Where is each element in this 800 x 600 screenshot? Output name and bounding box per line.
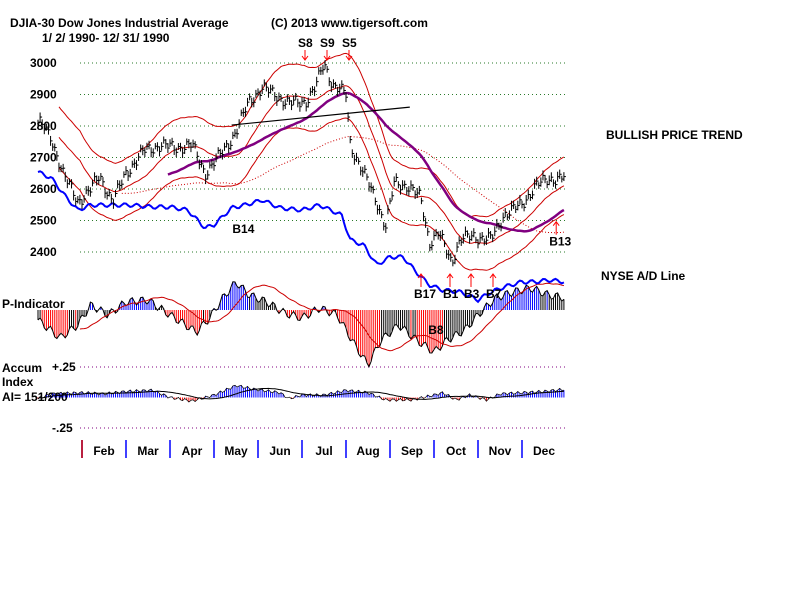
p-indicator-label: P-Indicator bbox=[2, 297, 65, 311]
month-label: Sep bbox=[401, 444, 423, 458]
signals: S5 S9 S8 B14 B13 B17 B1 B3 B7 B8 bbox=[232, 36, 571, 337]
signal-label: S9 bbox=[320, 36, 335, 50]
grid bbox=[80, 62, 568, 429]
indicator-panels bbox=[37, 281, 565, 403]
y-tick-label: 2400 bbox=[30, 245, 57, 259]
signal-arrowhead-icon bbox=[323, 55, 331, 61]
signal-arrowhead-icon bbox=[446, 273, 454, 279]
signal-arrowhead-icon bbox=[552, 220, 560, 226]
index-label: Index bbox=[2, 375, 34, 389]
signal-arrowhead-icon bbox=[417, 273, 425, 279]
y-tick-label: 2500 bbox=[30, 214, 57, 228]
ma-21 bbox=[58, 85, 565, 245]
month-label: Mar bbox=[137, 444, 159, 458]
y-axis-ticks: 3000 2900 2800 2700 2600 2500 2400 bbox=[30, 56, 57, 259]
p-signal-label: B8 bbox=[428, 323, 444, 337]
signal-arrowhead-icon bbox=[467, 273, 475, 279]
signal-label: B3 bbox=[464, 287, 480, 301]
y-tick-label: 2800 bbox=[30, 119, 57, 133]
month-label: Apr bbox=[182, 444, 203, 458]
date-range: 1/ 2/ 1990- 12/ 31/ 1990 bbox=[42, 31, 170, 45]
accum-ma bbox=[37, 387, 564, 400]
signal-label: B7 bbox=[486, 287, 502, 301]
accum-label: Accum bbox=[2, 361, 42, 375]
signal-arrowhead-icon bbox=[301, 55, 309, 61]
ai-minus-tick: -.25 bbox=[52, 421, 73, 435]
month-label: Jul bbox=[315, 444, 332, 458]
signal-label: S5 bbox=[342, 36, 357, 50]
ma-50 bbox=[167, 91, 565, 233]
trendline bbox=[231, 106, 410, 126]
upper-band bbox=[58, 52, 565, 218]
copyright: (C) 2013 www.tigersoft.com bbox=[271, 16, 428, 30]
month-label: May bbox=[224, 444, 248, 458]
month-label: Nov bbox=[489, 444, 512, 458]
trend-label: BULLISH PRICE TREND bbox=[606, 128, 743, 142]
month-label: Feb bbox=[93, 444, 114, 458]
ad-line-label: NYSE A/D Line bbox=[601, 269, 686, 283]
p-indicator-ma bbox=[79, 282, 564, 352]
y-tick-label: 2900 bbox=[30, 88, 57, 102]
signal-arrowhead-icon bbox=[489, 273, 497, 279]
ai-score: AI= 151/200 bbox=[2, 390, 68, 404]
signal-label: B14 bbox=[232, 222, 254, 236]
y-tick-label: 2700 bbox=[30, 151, 57, 165]
price-panel bbox=[37, 52, 566, 304]
y-tick-label: 3000 bbox=[30, 56, 57, 70]
month-label: Dec bbox=[533, 444, 555, 458]
month-label: Jun bbox=[269, 444, 290, 458]
ad-line bbox=[37, 170, 565, 304]
signal-label: B1 bbox=[443, 287, 459, 301]
ai-plus-tick: +.25 bbox=[52, 360, 76, 374]
month-axis: Feb Mar Apr May Jun Jul Aug Sep Oct Nov Dec bbox=[81, 440, 555, 458]
signal-label: B17 bbox=[414, 287, 436, 301]
month-label: Aug bbox=[356, 444, 379, 458]
chart-title: DJIA-30 Dow Jones Industrial Average bbox=[10, 16, 229, 30]
y-tick-label: 2600 bbox=[30, 182, 57, 196]
signal-label: S8 bbox=[298, 36, 313, 50]
month-label: Oct bbox=[446, 444, 466, 458]
signal-arrowhead-icon bbox=[345, 55, 353, 61]
signal-label: B13 bbox=[549, 235, 571, 249]
lower-band bbox=[58, 117, 565, 271]
